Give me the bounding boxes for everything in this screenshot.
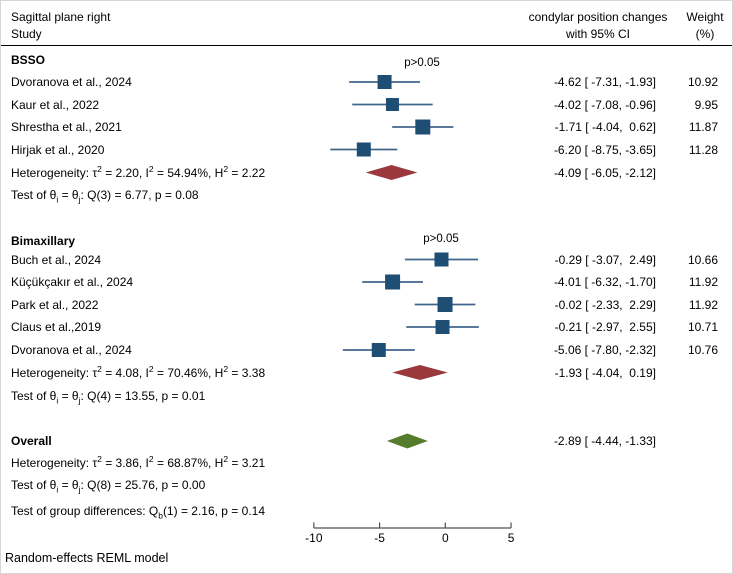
study-row: Claus et al.,2019 -0.21 [ -2.97, 2.55] 1… — [1, 316, 732, 338]
study-label: Dvoranova et al., 2024 — [11, 343, 132, 357]
weight-value: 10.66 — [687, 252, 718, 267]
p-value-annotation-bsso: p>0.05 — [404, 57, 440, 69]
effect-ci-value: -0.21 [ -2.97, 2.55] — [554, 320, 656, 334]
weight-value: 10.76 — [687, 343, 718, 357]
overall-test-stats: Test of θi = θj: Q(8) = 25.76, p = 0.00 — [11, 478, 206, 495]
study-row: Kaur et al., 2022 -4.02 [ -7.08, -0.96] … — [1, 94, 732, 116]
effect-column-header-line1: condylar position changes — [528, 10, 668, 24]
study-label: Dvoranova et al., 2024 — [11, 75, 132, 89]
pooled-effect-ci-value: -4.09 [ -6.05, -2.12] — [553, 165, 656, 180]
weight-value: 10.71 — [687, 320, 718, 334]
weight-value: 11.92 — [688, 275, 718, 289]
weight-column-header-line1: Weight — [686, 10, 724, 24]
weight-value: 11.92 — [688, 297, 718, 312]
effect-ci-value: -6.20 [ -8.75, -3.65] — [553, 142, 656, 157]
heterogeneity-stats: Heterogeneity: τ2 = 2.20, I2 = 54.94%, H… — [11, 163, 266, 180]
weight-value: 11.87 — [688, 120, 718, 134]
heterogeneity-row: Heterogeneity: τ2 = 2.20, I2 = 54.94%, H… — [1, 162, 732, 184]
group-header-row: Bimaxillary — [1, 230, 732, 252]
effect-ci-value: -0.29 [ -3.07, 2.49] — [554, 252, 656, 267]
model-note: Random-effects REML model — [5, 551, 169, 565]
study-row: Hirjak et al., 2020 -6.20 [ -8.75, -3.65… — [1, 139, 732, 161]
weight-value: 11.28 — [688, 142, 718, 157]
study-label: Buch et al., 2024 — [11, 252, 102, 267]
x-axis-tick-label: -5 — [374, 531, 385, 545]
effect-ci-value: -4.01 [ -6.32, -1.70] — [553, 275, 656, 289]
overall-row: Overall -2.89 [ -4.44, -1.33] — [1, 430, 732, 452]
study-label: Claus et al.,2019 — [11, 320, 102, 334]
group-header-row: BSSO — [1, 49, 732, 71]
effect-ci-value: -4.62 [ -7.31, -1.93] — [553, 75, 656, 89]
overall-effect-ci-value: -2.89 [ -4.44, -1.33] — [553, 434, 656, 448]
study-label: Park et al., 2022 — [11, 297, 99, 312]
test-row: Test of θi = θj: Q(3) = 6.77, p = 0.08 — [1, 184, 732, 206]
header-divider — [1, 45, 732, 46]
study-row: Park et al., 2022 -0.02 [ -2.33, 2.29] 1… — [1, 294, 732, 316]
test-stats: Test of θi = θj: Q(3) = 6.77, p = 0.08 — [11, 188, 199, 205]
test-row: Test of θi = θj: Q(4) = 13.55, p = 0.01 — [1, 385, 732, 407]
study-row: Shrestha et al., 2021 -1.71 [ -4.04, 0.6… — [1, 116, 732, 138]
overall-label: Overall — [11, 434, 52, 448]
x-axis-tick-label: 0 — [442, 531, 449, 545]
effect-ci-value: -5.06 [ -7.80, -2.32] — [553, 343, 656, 357]
group-header-bsso: BSSO — [11, 53, 46, 67]
effect-ci-value: -0.02 [ -2.33, 2.29] — [554, 297, 656, 312]
study-column-header: Study — [11, 27, 42, 41]
weight-value: 9.95 — [694, 97, 718, 112]
p-value-annotation-bimaxillary: p>0.05 — [423, 233, 459, 245]
overall-heterogeneity-stats: Heterogeneity: τ2 = 3.86, I2 = 68.87%, H… — [11, 454, 266, 470]
study-row: Buch et al., 2024 -0.29 [ -3.07, 2.49] 1… — [1, 249, 732, 271]
study-label: Hirjak et al., 2020 — [11, 142, 105, 157]
study-label: Kaur et al., 2022 — [11, 97, 100, 112]
group-difference-row: Test of group differences: Qb(1) = 2.16,… — [1, 500, 732, 522]
weight-value: 10.92 — [687, 75, 718, 89]
x-axis-tick-label: -10 — [305, 531, 323, 545]
pooled-effect-ci-value: -1.93 [ -4.04, 0.19] — [554, 365, 656, 380]
figure-title: Sagittal plane right — [11, 10, 111, 24]
heterogeneity-row: Heterogeneity: τ2 = 3.86, I2 = 68.87%, H… — [1, 452, 732, 474]
heterogeneity-stats: Heterogeneity: τ2 = 4.08, I2 = 70.46%, H… — [11, 363, 266, 380]
test-stats: Test of θi = θj: Q(4) = 13.55, p = 0.01 — [11, 388, 206, 405]
weight-column-header-line2: (%) — [695, 27, 715, 41]
group-difference-stats: Test of group differences: Qb(1) = 2.16,… — [11, 504, 266, 521]
study-label: Shrestha et al., 2021 — [11, 120, 122, 134]
study-label: Küçükçakır et al., 2024 — [11, 275, 134, 289]
test-row: Test of θi = θj: Q(8) = 25.76, p = 0.00 — [1, 474, 732, 496]
effect-ci-value: -1.71 [ -4.04, 0.62] — [554, 120, 656, 134]
x-axis-tick-label: 5 — [508, 531, 515, 545]
effect-column-header-line2: with 95% CI — [565, 27, 631, 41]
group-header-bimaxillary: Bimaxillary — [11, 234, 76, 248]
study-row: Küçükçakır et al., 2024 -4.01 [ -6.32, -… — [1, 271, 732, 293]
effect-ci-value: -4.02 [ -7.08, -0.96] — [553, 97, 656, 112]
study-row: Dvoranova et al., 2024 -5.06 [ -7.80, -2… — [1, 339, 732, 361]
study-row: Dvoranova et al., 2024 -4.62 [ -7.31, -1… — [1, 71, 732, 93]
heterogeneity-row: Heterogeneity: τ2 = 4.08, I2 = 70.46%, H… — [1, 362, 732, 384]
